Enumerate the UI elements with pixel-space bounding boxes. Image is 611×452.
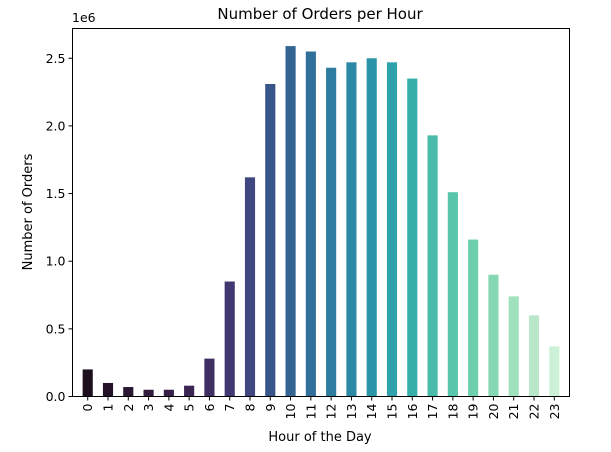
x-tick-label: 0 bbox=[80, 403, 95, 411]
bar-hour-21 bbox=[508, 296, 519, 397]
bar-hour-20 bbox=[488, 274, 499, 397]
x-tick-label: 20 bbox=[486, 403, 501, 419]
x-tick-label: 4 bbox=[161, 403, 176, 411]
x-tick-label: 12 bbox=[324, 404, 339, 420]
bar-hour-13 bbox=[346, 62, 357, 397]
x-axis-label: Hour of the Day bbox=[268, 430, 372, 445]
bar-hour-2 bbox=[123, 387, 134, 397]
bar-hour-23 bbox=[549, 346, 560, 397]
plot-frame bbox=[72, 28, 570, 397]
bar-hour-12 bbox=[326, 67, 337, 397]
x-tick-label: 18 bbox=[445, 403, 460, 419]
x-tick-label: 21 bbox=[506, 404, 521, 420]
bar-hour-8 bbox=[244, 177, 256, 397]
bar-hour-14 bbox=[366, 58, 377, 397]
bar-hour-1 bbox=[102, 382, 114, 397]
x-tick-label: 11 bbox=[303, 404, 318, 420]
x-tick-label: 19 bbox=[466, 403, 481, 419]
bar-hour-5 bbox=[184, 385, 195, 397]
y-tick-label: 0.5 bbox=[46, 321, 66, 336]
y-axis: 0.0 0.5 1.0 1.5 2.0 2.5 bbox=[46, 51, 73, 404]
chart-title: Number of Orders per Hour bbox=[217, 5, 423, 23]
x-tick-label: 13 bbox=[344, 404, 359, 420]
bar-hour-9 bbox=[265, 83, 276, 397]
x-tick-label: 9 bbox=[263, 403, 278, 411]
x-tick-label: 17 bbox=[425, 404, 440, 420]
bar-hour-6 bbox=[204, 358, 215, 397]
bar-hour-3 bbox=[143, 389, 154, 397]
x-tick-label: 10 bbox=[283, 403, 298, 419]
bar-hour-22 bbox=[528, 315, 540, 397]
x-tick-label: 6 bbox=[202, 403, 217, 411]
bar-hour-0 bbox=[82, 369, 93, 397]
x-tick-label: 8 bbox=[243, 403, 258, 411]
x-tick-label: 3 bbox=[141, 404, 156, 412]
bar-hour-19 bbox=[468, 239, 479, 397]
bar-hour-15 bbox=[386, 62, 398, 397]
bars-group bbox=[82, 46, 560, 397]
y-tick-label: 2.0 bbox=[46, 118, 66, 133]
bar-hour-4 bbox=[163, 389, 174, 397]
bar-hour-10 bbox=[285, 46, 296, 397]
y-axis-label: Number of Orders bbox=[21, 153, 36, 270]
x-tick-label: 14 bbox=[364, 403, 379, 419]
x-tick-label: 15 bbox=[385, 404, 400, 420]
bar-hour-11 bbox=[305, 51, 316, 397]
x-tick-label: 5 bbox=[182, 404, 197, 412]
x-tick-label: 22 bbox=[527, 404, 542, 420]
bar-hour-18 bbox=[447, 192, 458, 397]
y-tick-label: 2.5 bbox=[46, 51, 66, 66]
x-tick-label: 7 bbox=[222, 404, 237, 412]
bar-hour-16 bbox=[407, 78, 418, 397]
x-tick-label: 1 bbox=[101, 404, 116, 412]
y-offset-label: 1e6 bbox=[72, 10, 96, 25]
bar-hour-7 bbox=[224, 281, 235, 397]
y-tick-label: 1.0 bbox=[46, 254, 66, 269]
x-tick-label: 16 bbox=[405, 403, 420, 419]
y-tick-label: 1.5 bbox=[46, 186, 66, 201]
y-tick-label: 0.0 bbox=[46, 389, 66, 404]
x-axis: 0 1 2 3 4 5 6 7 8 9 10 11 12 13 14 15 16 17 18 19 20 21 22 23 bbox=[80, 396, 562, 420]
x-tick-label: 23 bbox=[547, 404, 562, 420]
bar-hour-17 bbox=[427, 135, 438, 397]
x-tick-label: 2 bbox=[121, 404, 136, 412]
